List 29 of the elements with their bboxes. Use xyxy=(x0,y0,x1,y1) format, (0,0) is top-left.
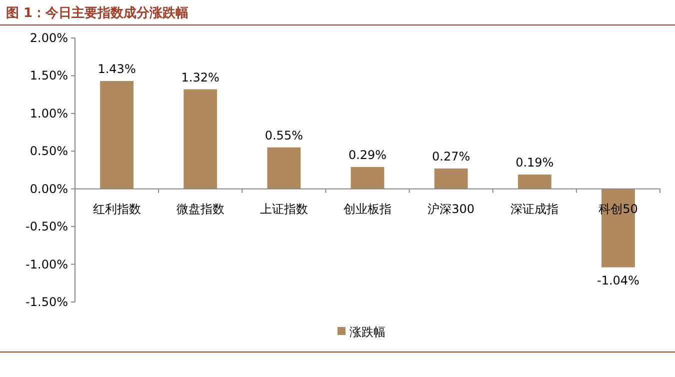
x-tick-label: 微盘指数 xyxy=(176,202,224,216)
legend-label: 涨跌幅 xyxy=(350,325,386,339)
data-label: 1.43% xyxy=(98,62,136,76)
data-label: 0.29% xyxy=(348,148,387,162)
data-label: -1.04% xyxy=(596,273,640,288)
y-tick-label: 2.00% xyxy=(30,31,68,45)
y-tick-label: -0.50% xyxy=(26,220,68,234)
y-tick-label: 1.50% xyxy=(30,68,68,83)
data-label: 0.55% xyxy=(264,128,303,142)
chart-title: 图 1：今日主要指数成分涨跌幅 xyxy=(6,5,189,21)
data-label: 0.27% xyxy=(432,149,470,164)
bar xyxy=(184,89,218,189)
y-tick-label: -1.00% xyxy=(26,257,68,272)
data-label: 0.19% xyxy=(516,156,554,170)
x-tick-label: 沪深300 xyxy=(428,202,475,216)
bar xyxy=(350,166,384,189)
x-tick-label: 深证成指 xyxy=(510,202,559,216)
bar xyxy=(434,168,468,189)
x-tick-label: 上证指数 xyxy=(260,202,308,216)
data-label: 1.32% xyxy=(181,70,220,84)
bar xyxy=(267,147,301,189)
bar xyxy=(518,174,552,189)
y-tick-label: 0.00% xyxy=(30,182,68,196)
x-tick-label: 红利指数 xyxy=(92,202,141,216)
y-tick-label: -1.50% xyxy=(26,295,68,309)
bar xyxy=(100,80,134,189)
y-tick-label: 1.00% xyxy=(30,106,68,120)
y-tick-label: 0.50% xyxy=(30,144,68,158)
x-tick-label: 创业板指 xyxy=(344,202,392,216)
